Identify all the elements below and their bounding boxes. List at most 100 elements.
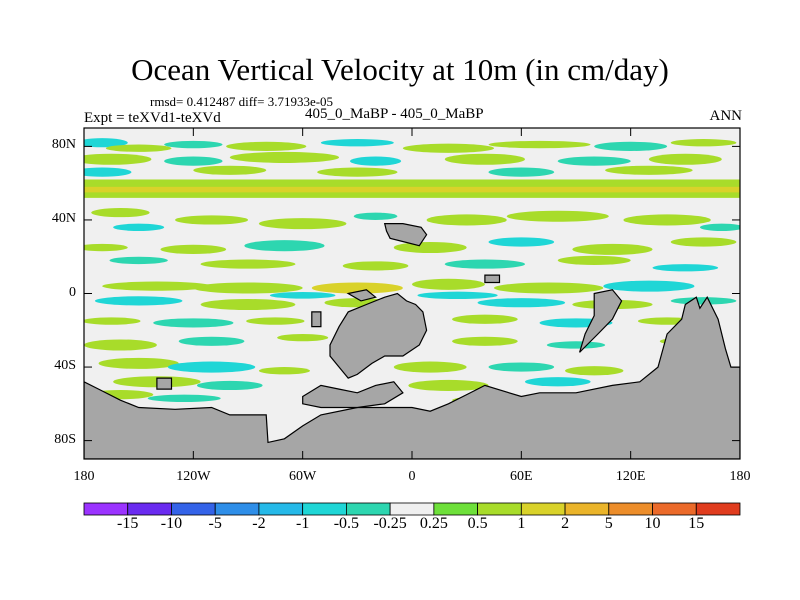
velocity-feature xyxy=(98,357,179,369)
y-tick-label: 80S xyxy=(54,431,76,447)
colorbar-box xyxy=(214,502,260,516)
velocity-feature xyxy=(200,299,296,311)
velocity-feature xyxy=(444,259,525,269)
colorbar-label: 10 xyxy=(644,515,661,532)
colorbar-box xyxy=(652,502,697,516)
velocity-feature xyxy=(317,167,398,177)
colorbar-box xyxy=(433,502,479,516)
axis-ticks xyxy=(83,128,741,459)
velocity-feature xyxy=(488,362,555,372)
colorbar-box xyxy=(302,502,347,516)
velocity-feature xyxy=(488,167,555,177)
zonal-band xyxy=(84,186,740,193)
land-polygon xyxy=(484,274,501,284)
colorbar xyxy=(83,502,741,516)
velocity-feature xyxy=(258,218,347,230)
colorbar-box xyxy=(477,502,522,516)
colorbar-box xyxy=(83,502,129,516)
velocity-feature xyxy=(102,281,212,291)
velocity-feature xyxy=(488,140,591,149)
colorbar-label: -0.5 xyxy=(333,515,360,532)
colorbar-label: 2 xyxy=(561,515,570,532)
velocity-feature xyxy=(94,296,183,306)
velocity-feature xyxy=(164,156,223,166)
velocity-feature xyxy=(175,215,248,225)
velocity-feature xyxy=(178,336,245,346)
colorbar-label: -5 xyxy=(208,515,222,532)
land-mask xyxy=(84,223,740,459)
y-tick-label: 80N xyxy=(51,137,76,153)
velocity-feature xyxy=(623,214,711,226)
x-tick-label: 120E xyxy=(615,469,646,484)
x-tick-label: 0 xyxy=(408,469,416,484)
velocity-feature xyxy=(147,394,221,402)
velocity-feature xyxy=(393,242,467,254)
velocity-feature xyxy=(84,138,128,148)
velocity-feature xyxy=(196,380,263,391)
y-tick-label: 40S xyxy=(54,358,76,374)
velocity-feature xyxy=(605,165,693,175)
velocity-feature xyxy=(444,153,525,165)
velocity-feature xyxy=(524,377,591,387)
y-tick-label: 40N xyxy=(51,210,76,226)
velocity-feature xyxy=(353,212,398,220)
land-polygon xyxy=(302,381,404,409)
land-polygon xyxy=(156,377,173,390)
x-tick-label: 60W xyxy=(289,469,317,484)
colorbar-label: 5 xyxy=(604,515,613,532)
y-tick-label: 0 xyxy=(69,284,76,300)
velocity-feature xyxy=(699,223,740,231)
colorbar-box xyxy=(608,502,653,516)
velocity-feature xyxy=(565,366,624,376)
colorbar-label: 0.25 xyxy=(419,515,448,532)
velocity-feature xyxy=(603,280,695,292)
velocity-feature xyxy=(164,140,223,149)
colorbar-box xyxy=(258,502,304,516)
colorbar-box xyxy=(389,502,435,516)
colorbar-label: 1 xyxy=(517,515,526,532)
velocity-feature xyxy=(393,361,467,373)
velocity-feature xyxy=(426,214,507,226)
velocity-feature xyxy=(167,361,256,373)
velocity-feature xyxy=(109,256,168,265)
colorbar-label: -10 xyxy=(160,515,183,532)
velocity-feature xyxy=(105,144,172,152)
colorbar-label: -2 xyxy=(252,515,266,532)
velocity-feature xyxy=(193,282,303,294)
colorbar-box xyxy=(345,502,391,516)
velocity-feature xyxy=(342,261,409,271)
land-polygon xyxy=(579,289,623,353)
velocity-feature xyxy=(506,210,609,222)
colorbar-label: -15 xyxy=(117,515,139,532)
velocity-feature xyxy=(84,339,157,351)
x-tick-label: 120W xyxy=(176,469,211,484)
velocity-feature xyxy=(113,223,165,231)
land-polygon xyxy=(329,292,428,379)
velocity-feature xyxy=(269,292,336,299)
velocity-feature xyxy=(258,367,310,375)
plot-area xyxy=(84,128,740,459)
velocity-feature xyxy=(350,156,402,166)
x-tick-label: 180 xyxy=(729,469,751,484)
velocity-feature xyxy=(648,153,722,165)
x-tick-label: 60E xyxy=(510,469,533,484)
velocity-feature xyxy=(91,207,150,218)
velocity-feature xyxy=(572,243,653,255)
velocity-feature xyxy=(557,255,631,265)
velocity-feature xyxy=(311,282,403,294)
land-polygon xyxy=(84,296,740,459)
x-tick-label: 180 xyxy=(73,469,95,484)
velocity-feature xyxy=(494,282,604,294)
velocity-feature xyxy=(412,278,485,290)
velocity-feature xyxy=(84,243,128,252)
experiment-text: Expt = teXVd1-teXVd xyxy=(84,110,221,126)
velocity-feature xyxy=(557,156,631,166)
velocity-feature xyxy=(160,244,227,254)
velocity-feature xyxy=(402,143,495,153)
velocity-feature xyxy=(452,314,518,324)
velocity-feature xyxy=(200,259,296,269)
colorbar-box xyxy=(695,502,741,516)
colorbar-box xyxy=(127,502,172,516)
chart-title: Ocean Vertical Velocity at 10m (in cm/da… xyxy=(131,52,669,87)
season-text: ANN xyxy=(709,108,743,124)
